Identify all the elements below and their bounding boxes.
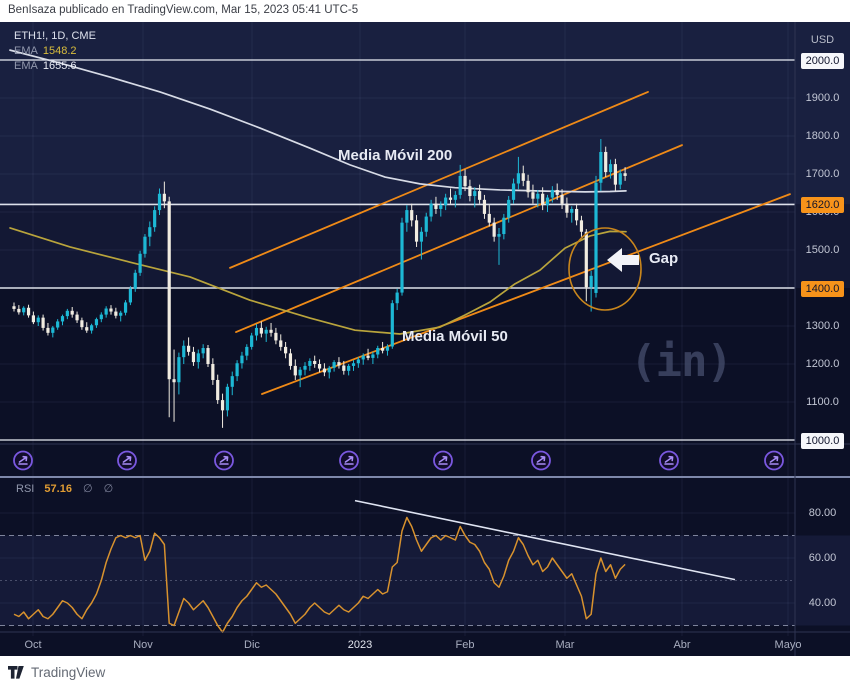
contract-marker-icon[interactable] [531,450,551,471]
time-axis-label: Abr [673,639,691,651]
time-axis-label: 2023 [347,639,373,651]
time-axis-label: Nov [133,639,153,651]
price-level-badge: 1400.0 [795,281,850,297]
rsi-axis-label: 60.00 [808,552,837,564]
currency-label: USD [810,34,835,46]
contract-marker-icon[interactable] [339,450,359,471]
price-axis-label: 1200.0 [805,358,840,370]
contract-marker-icon[interactable] [117,450,137,471]
time-axis-label: Mar [555,639,575,651]
price-axis-label: 1100.0 [806,396,839,408]
attribution-bar: BenIsaza publicado en TradingView.com, M… [0,0,850,22]
price-axis-label: 1300.0 [805,320,840,332]
tradingview-brand-text: TradingView [31,665,106,680]
footer: TradingView [0,656,850,693]
time-axis-label: Oct [24,639,42,651]
chart-canvas[interactable] [0,22,850,656]
contract-marker-icon[interactable] [764,450,784,471]
tradingview-brand[interactable]: TradingView [8,665,105,680]
rsi-legend[interactable]: RSI 57.16 ∅ ∅ [16,482,117,495]
symbol-title: ETH1!, 1D, CME [14,30,96,42]
ema200-value: 1655.6 [42,60,77,72]
price-axis-label: 1800.0 [805,130,840,142]
chart-area: ETH1!, 1D, CME EMA 1548.2 EMA 1655.6 USD 1… [0,22,850,656]
price-axis-label: 1700.0 [805,168,840,180]
beincrypto-watermark: (in) [630,336,733,387]
price-level-badge: 2000.0 [795,53,850,69]
ema200-legend: EMA 1655.6 [14,60,77,72]
gap-annotation: Gap [649,250,679,267]
tradingview-logo-icon [8,666,24,679]
price-level-badge: 1000.0 [795,433,850,449]
symbol-legend[interactable]: ETH1!, 1D, CME EMA 1548.2 EMA 1655.6 [14,29,96,74]
time-axis-label: Dic [244,639,260,651]
ema50-legend: EMA 1548.2 [14,45,77,57]
ma200-annotation: Media Móvil 200 [338,147,453,164]
price-level-badge: 1620.0 [795,197,850,214]
price-axis-label: 1900.0 [805,92,840,104]
time-axis-label: Feb [455,639,475,651]
contract-marker-icon[interactable] [433,450,453,471]
attribution-text: BenIsaza publicado en TradingView.com, M… [8,4,359,16]
rsi-value: 57.16 [44,483,72,495]
rsi-name: RSI [16,483,35,495]
ema50-value: 1548.2 [42,45,77,57]
time-axis-label: Mayo [774,639,802,651]
contract-marker-icon[interactable] [659,450,679,471]
contract-marker-icon[interactable] [214,450,234,471]
rsi-extra-values: ∅ ∅ [83,483,118,495]
rsi-axis-label: 40.00 [808,597,837,609]
ma50-annotation: Media Móvil 50 [402,328,508,345]
contract-marker-icon[interactable] [13,450,33,471]
price-axis-label: 1500.0 [805,244,840,256]
rsi-axis-label: 80.00 [808,507,837,519]
